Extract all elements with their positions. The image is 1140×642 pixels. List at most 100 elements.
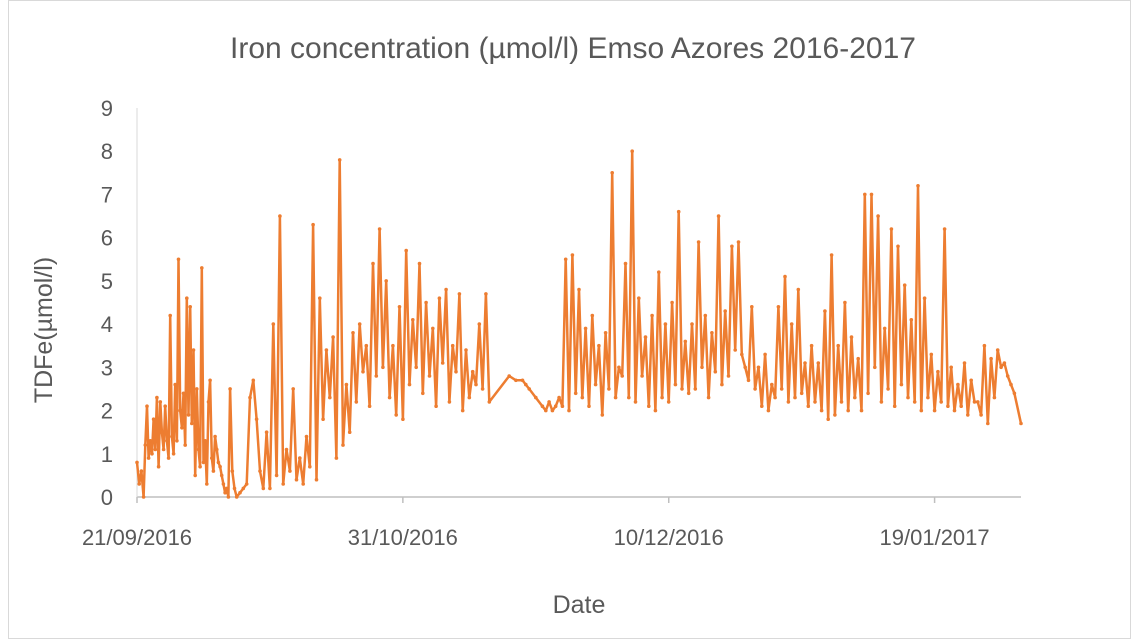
data-point [657,270,661,275]
data-point [221,482,226,486]
data-point [294,477,299,482]
data-point [146,456,151,460]
data-point [926,395,930,400]
data-point [803,361,807,365]
data-point [434,404,438,409]
data-point [195,387,199,391]
data-point [163,404,167,409]
data-point [627,395,631,400]
y-tick-label: 2 [101,399,113,424]
data-point [683,339,688,344]
data-point [673,382,678,387]
data-point [193,473,197,478]
data-point [909,318,914,322]
data-point [733,348,737,352]
data-point [238,490,242,495]
data-point [666,400,671,404]
x-tick-label: 19/01/2017 [880,525,990,550]
data-point [617,365,621,370]
data-point [613,395,618,400]
data-point [902,283,907,288]
data-point [321,417,325,422]
data-point [186,413,191,417]
data-point [547,400,551,404]
data-point [992,395,997,400]
data-point [1012,391,1017,396]
data-point [230,469,235,473]
data-point [863,192,867,197]
data-point [139,469,144,473]
data-point [251,378,256,383]
data-point [470,369,475,374]
data-point [524,382,528,387]
data-point [480,387,485,391]
data-point [922,296,927,301]
data-point [873,365,877,370]
data-point [550,408,555,413]
x-tick-label: 31/10/2016 [348,525,458,550]
data-point [686,391,691,396]
data-point [371,261,375,266]
data-point [437,296,442,301]
data-point [381,365,385,370]
data-point [311,222,315,227]
data-point [421,391,425,396]
data-point [205,482,209,486]
data-point [756,365,761,370]
data-point [869,192,874,197]
data-point [966,413,970,417]
data-point [374,374,379,378]
data-point [630,149,634,153]
data-point [882,326,887,331]
data-point [161,447,166,452]
data-point [464,348,468,352]
data-point [610,171,614,175]
data-point [377,227,382,231]
data-point [271,322,276,326]
data-point [226,495,231,499]
data-point [190,421,194,426]
data-point [188,305,192,309]
data-point [693,387,698,391]
data-point [244,482,249,486]
data-point [633,400,638,404]
data-point [183,443,187,447]
data-point [324,348,329,352]
data-point [387,395,392,400]
data-point [929,352,934,357]
data-point [301,482,306,486]
data-point [444,287,448,292]
data-point [278,214,282,218]
data-point [952,408,957,413]
x-axis-title: Date [553,591,606,619]
data-point [477,322,482,326]
y-tick-label: 4 [101,312,113,337]
data-point [859,408,864,413]
data-point [597,343,601,348]
data-point [232,486,237,491]
data-point [746,378,751,383]
data-point [208,378,212,383]
data-point [607,387,611,391]
data-point [979,413,983,417]
data-point [219,473,224,478]
data-point [328,395,332,400]
data-point [171,452,176,456]
data-point [640,374,644,378]
data-point [401,417,405,422]
data-point [203,439,207,443]
data-point [367,404,372,409]
data-point [713,369,718,374]
y-tick-label: 8 [101,139,113,164]
data-point [391,343,395,348]
data-point [175,439,179,443]
data-point [660,395,664,400]
data-point [809,343,814,348]
data-point [185,296,189,301]
data-point [447,400,452,404]
data-point [454,369,458,374]
x-tick-label: 10/12/2016 [614,525,724,550]
data-point [696,240,701,244]
data-point [879,400,884,404]
data-point [753,387,757,391]
